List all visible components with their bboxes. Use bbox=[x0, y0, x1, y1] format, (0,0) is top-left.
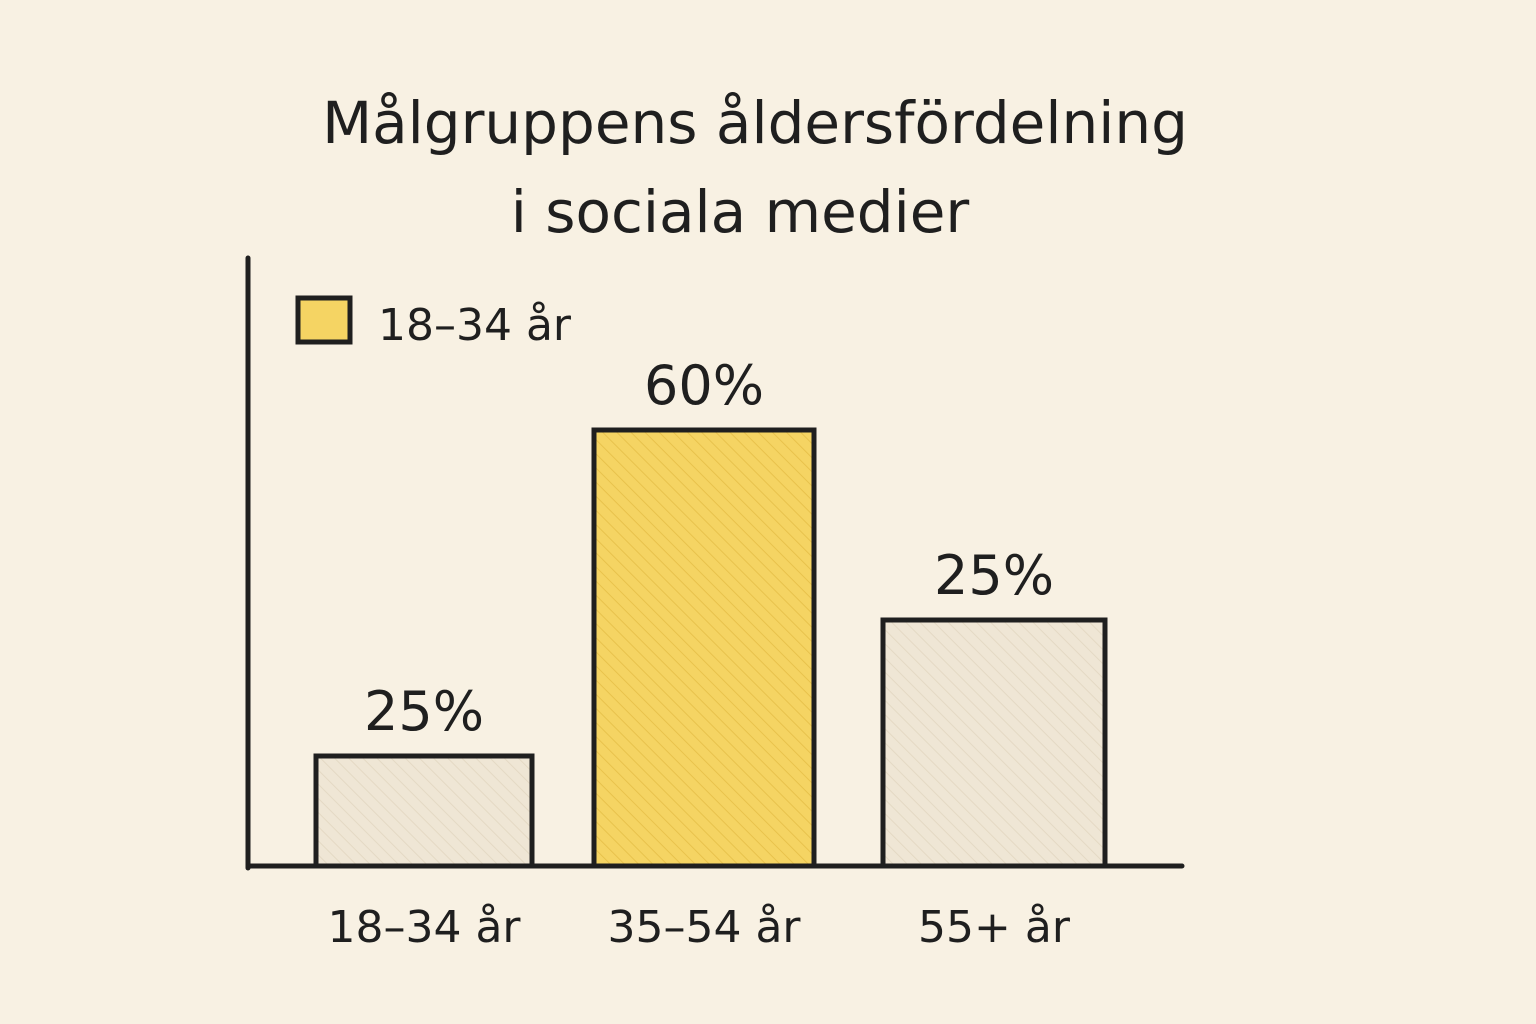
bars bbox=[313, 427, 1108, 869]
value-labels: 25% 60% 25% bbox=[364, 354, 1054, 743]
legend-swatch bbox=[295, 295, 353, 345]
chart-title-line-2: i sociala medier bbox=[511, 178, 970, 246]
legend: 18–34 år bbox=[295, 295, 572, 351]
tick-labels: 18–34 år 35–54 år 55+ år bbox=[327, 902, 1070, 953]
legend-label: 18–34 år bbox=[378, 300, 572, 351]
bar-1 bbox=[313, 753, 535, 869]
chart-title-line-1: Målgruppens åldersfördelning bbox=[322, 89, 1188, 157]
bar-2 bbox=[591, 427, 817, 869]
x-tick-label-2: 35–54 år bbox=[607, 902, 801, 953]
bar-3 bbox=[880, 617, 1108, 869]
value-label-3: 25% bbox=[934, 544, 1054, 607]
x-tick-label-1: 18–34 år bbox=[327, 902, 521, 953]
value-label-1: 25% bbox=[364, 680, 484, 743]
x-tick-label-3: 55+ år bbox=[918, 902, 1071, 953]
value-label-2: 60% bbox=[644, 354, 764, 417]
